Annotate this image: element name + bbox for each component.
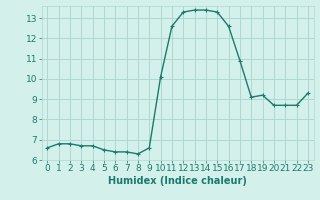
X-axis label: Humidex (Indice chaleur): Humidex (Indice chaleur) bbox=[108, 176, 247, 186]
